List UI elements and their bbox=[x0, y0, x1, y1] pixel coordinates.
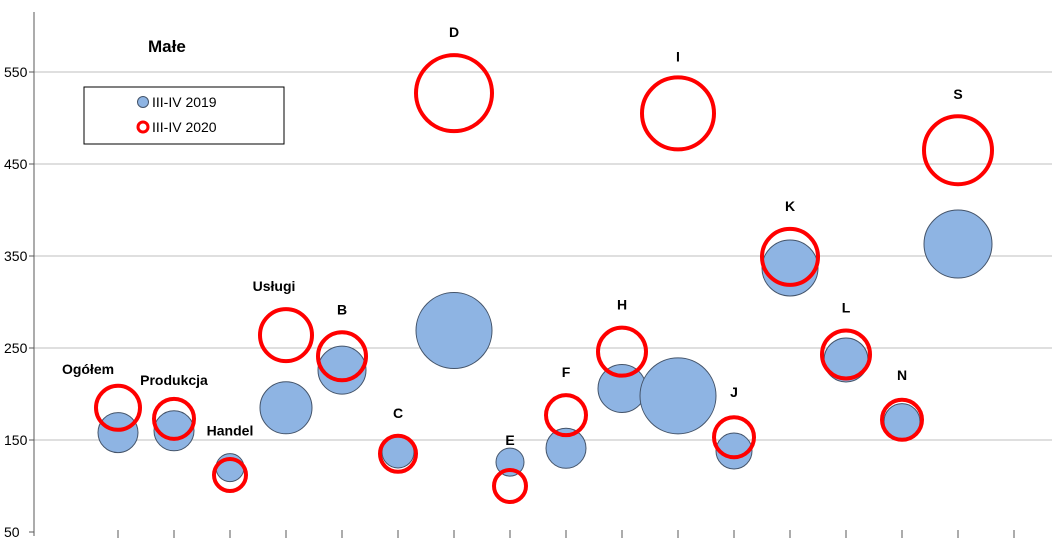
bubble-2019 bbox=[761, 239, 819, 297]
point-label: K bbox=[785, 198, 795, 214]
bubble-2019 bbox=[715, 432, 753, 470]
y-tick-label: 450 bbox=[4, 156, 28, 172]
legend-frame bbox=[83, 86, 285, 145]
bubble-2020 bbox=[596, 325, 648, 378]
point-label: S bbox=[953, 86, 962, 102]
point-labels: Ogółem Produkcja Handel Usługi B C D E F H I J K L N S bbox=[62, 24, 963, 448]
bubble-2019 bbox=[923, 209, 993, 279]
point-label: D bbox=[449, 24, 459, 40]
point-label: Handel bbox=[207, 423, 254, 439]
bubble-2019 bbox=[639, 357, 717, 435]
point-label: H bbox=[617, 297, 627, 313]
bubble-2020 bbox=[544, 393, 588, 438]
bubble-2019 bbox=[597, 363, 647, 413]
bubble-2020 bbox=[492, 468, 528, 504]
legend-label-2020: III-IV 2020 bbox=[152, 119, 217, 135]
bubble-2020 bbox=[94, 383, 142, 432]
bubble-2019 bbox=[259, 381, 313, 435]
bubbles bbox=[94, 53, 994, 504]
bubble-2020 bbox=[922, 114, 994, 187]
point-label: I bbox=[676, 48, 680, 64]
y-tick-label: 150 bbox=[4, 432, 28, 448]
y-tick-label: 350 bbox=[4, 248, 28, 264]
bubble-2019 bbox=[97, 412, 139, 454]
point-label: F bbox=[562, 364, 571, 380]
legend: III-IV 2019 III-IV 2020 bbox=[83, 86, 285, 145]
bubble-2020 bbox=[880, 397, 924, 442]
bubble-2020 bbox=[258, 307, 314, 364]
y-tick-label: 50 bbox=[4, 524, 20, 538]
point-label: J bbox=[730, 384, 738, 400]
bubble-2019 bbox=[153, 410, 195, 452]
bubble-2019 bbox=[415, 292, 493, 370]
point-label: B bbox=[337, 301, 347, 317]
bubble-2020 bbox=[760, 226, 820, 287]
bubble-2020 bbox=[378, 433, 418, 474]
point-label: L bbox=[842, 299, 851, 315]
point-label: Produkcja bbox=[140, 372, 208, 388]
y-axis: 50 150 250 350 450 550 bbox=[4, 12, 35, 538]
bubble-2020 bbox=[640, 75, 716, 152]
chart-title: Małe bbox=[148, 37, 186, 56]
bubble-2020 bbox=[316, 330, 368, 383]
point-label: E bbox=[505, 432, 514, 448]
bubble-2020 bbox=[212, 456, 248, 493]
y-tick-label: 250 bbox=[4, 340, 28, 356]
point-label: N bbox=[897, 367, 907, 383]
bubble-2020 bbox=[712, 415, 756, 460]
bubble-2020 bbox=[414, 53, 494, 134]
bubble-2019 bbox=[495, 447, 525, 477]
legend-label-2019: III-IV 2019 bbox=[152, 94, 217, 110]
bubble-2019 bbox=[545, 427, 587, 469]
legend-marker-2020 bbox=[136, 120, 150, 134]
bubble-2020 bbox=[820, 328, 872, 381]
bubble-2020 bbox=[152, 396, 196, 441]
legend-marker-2019 bbox=[137, 96, 149, 108]
point-label: Ogółem bbox=[62, 361, 114, 377]
point-label: Usługi bbox=[253, 278, 296, 294]
x-axis bbox=[117, 530, 1015, 538]
y-tick-label: 550 bbox=[4, 64, 28, 80]
bubble-2019 bbox=[317, 345, 367, 395]
gridlines bbox=[34, 71, 1052, 441]
point-label: C bbox=[393, 405, 403, 421]
